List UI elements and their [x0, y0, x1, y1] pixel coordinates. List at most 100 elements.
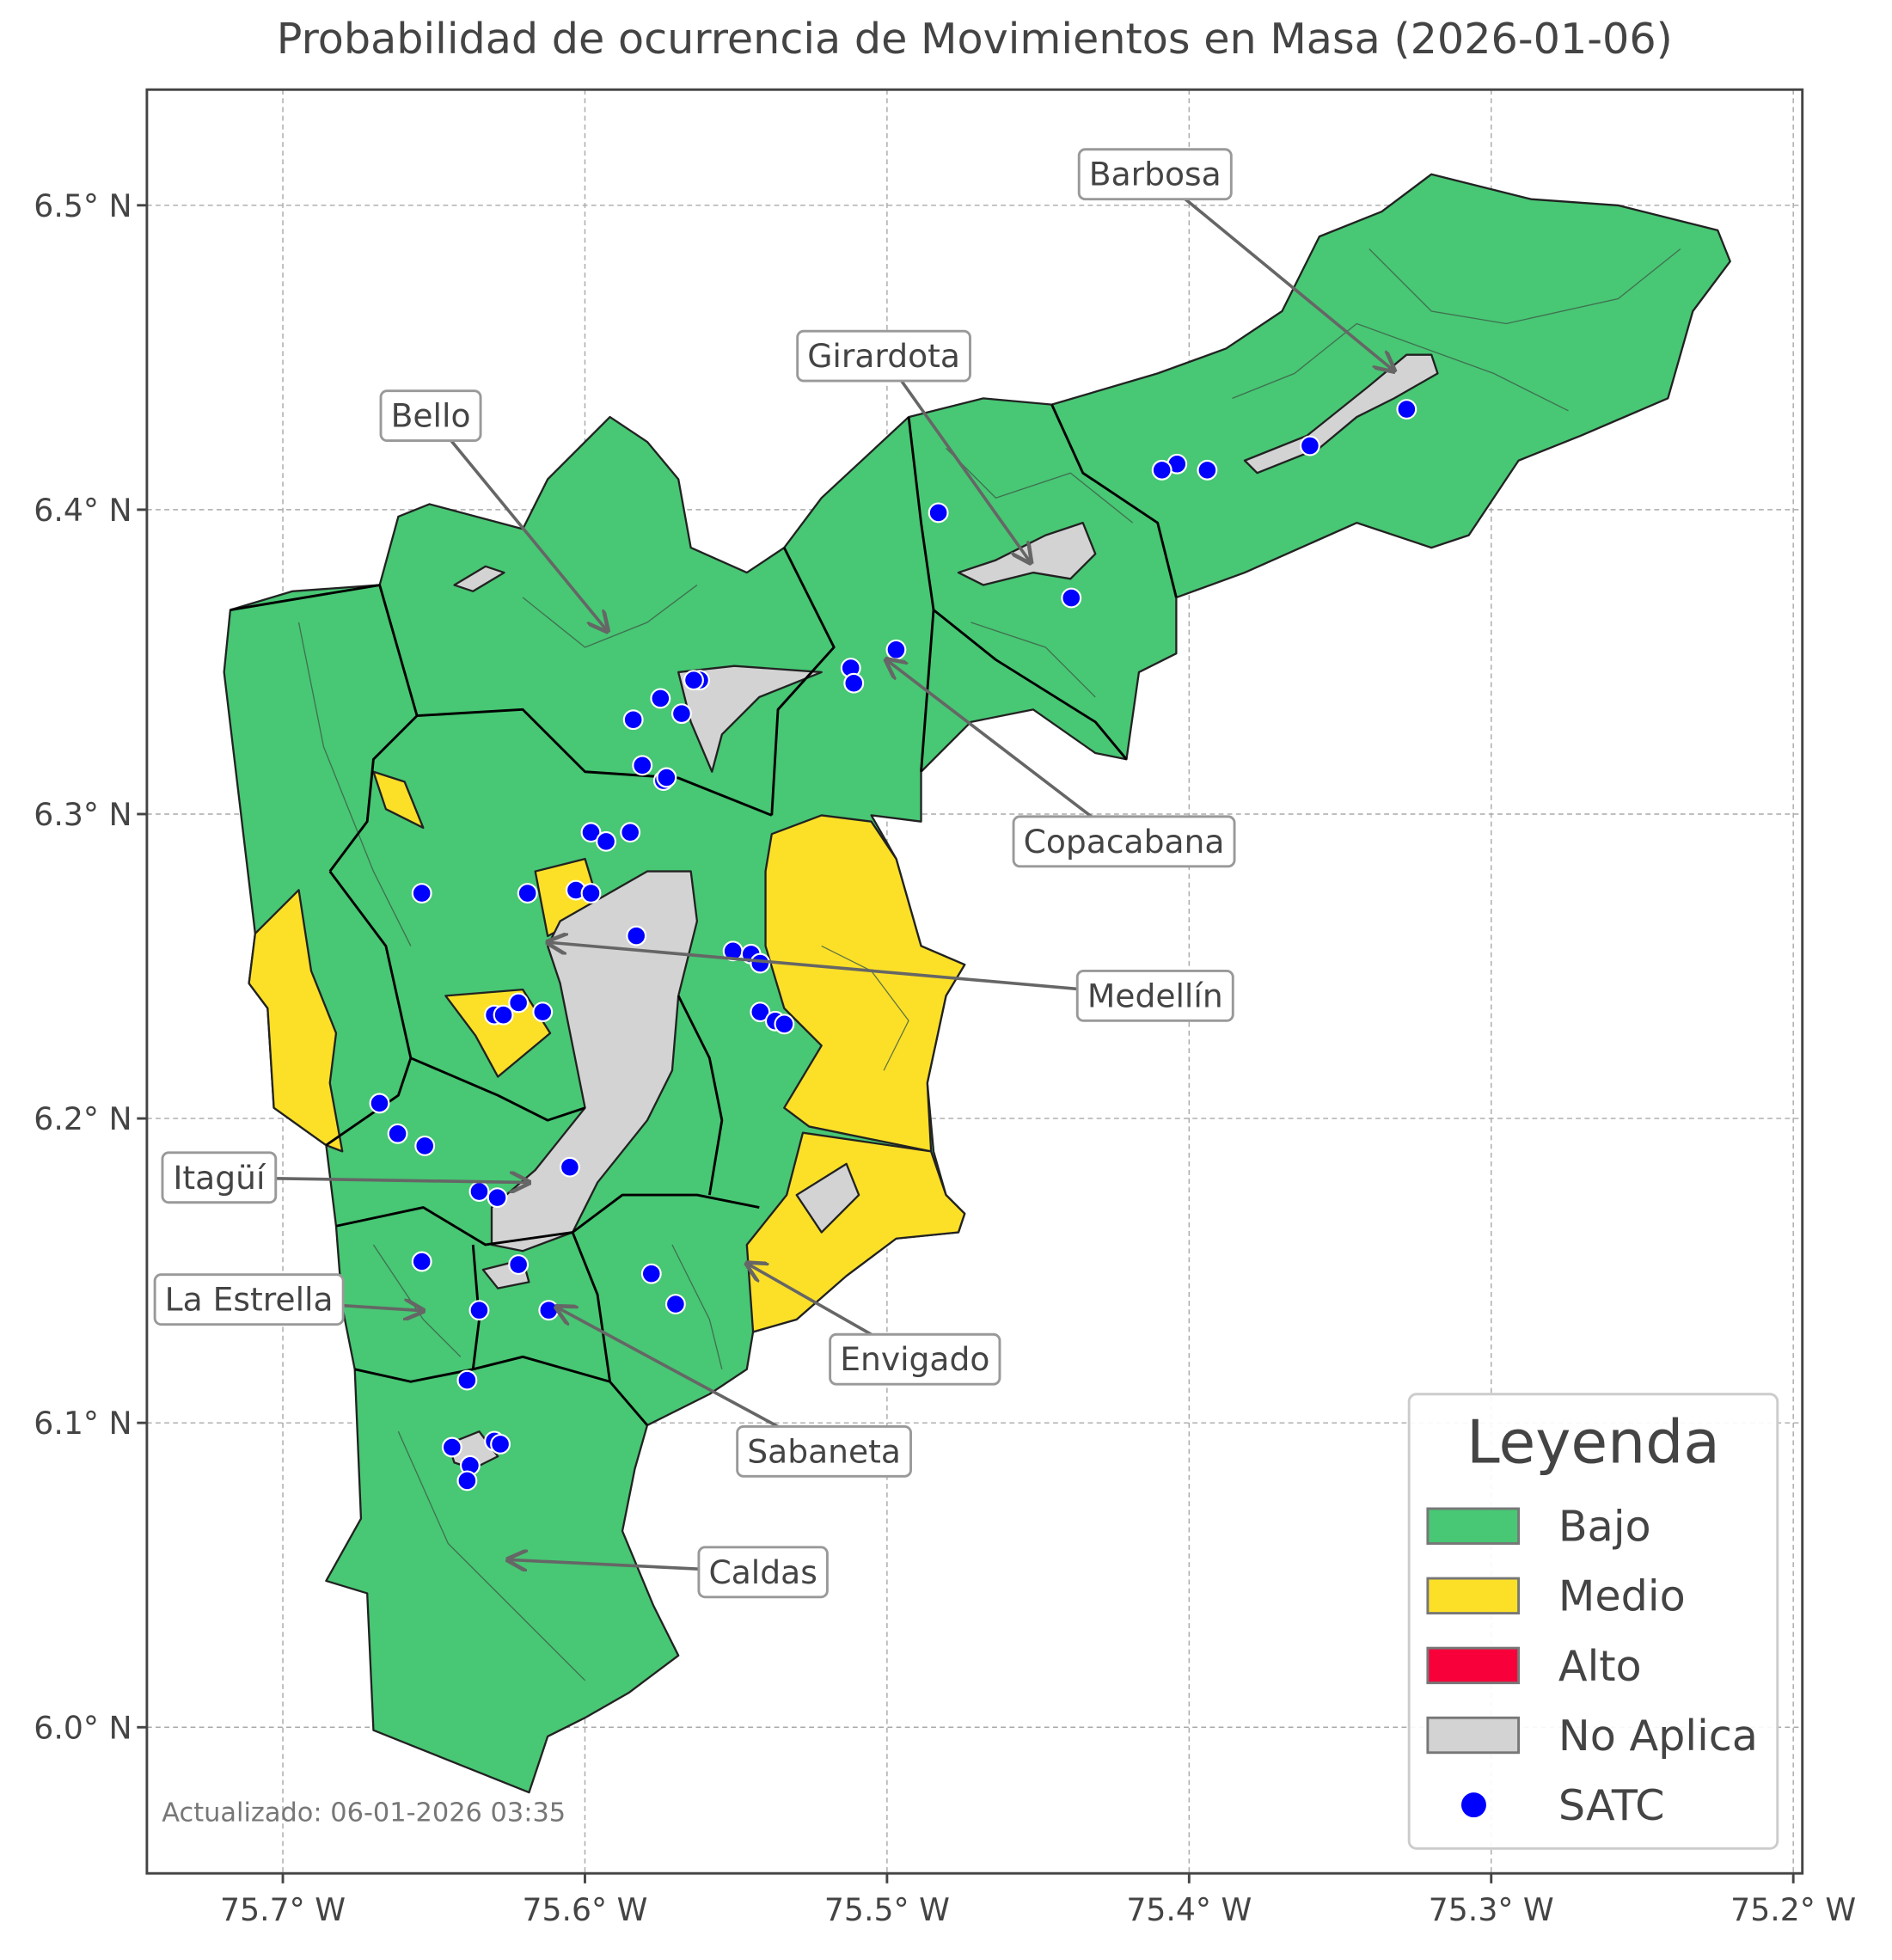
satc-point	[414, 1136, 436, 1156]
municipal-border	[410, 1057, 586, 1122]
satc-point	[538, 1300, 560, 1321]
annotation-arrow	[882, 355, 1031, 562]
satc-point	[843, 672, 865, 694]
satc-point	[664, 1294, 686, 1315]
annotation-box	[161, 1151, 278, 1204]
satc-point	[580, 822, 602, 843]
satc-point	[369, 1093, 390, 1114]
y-tick-label: 6.4° N	[34, 492, 132, 529]
satc-point	[508, 1254, 530, 1275]
subdivision	[970, 622, 1096, 698]
annotation-label: Girardota	[807, 337, 960, 375]
satc-point	[1299, 435, 1320, 456]
x-tick-label: 75.6° W	[522, 1891, 647, 1928]
satc-point	[750, 952, 771, 974]
annotation-label: Sabaneta	[747, 1432, 901, 1470]
satc-point	[468, 1181, 490, 1203]
satc-point	[468, 1300, 490, 1321]
satc-point	[490, 1434, 511, 1455]
subdivision	[297, 622, 412, 946]
map-title: Probabilidad de ocurrencia de Movimiento…	[277, 14, 1673, 64]
satc-point	[650, 688, 671, 709]
satc-point	[580, 883, 602, 903]
annotation-label: Barbosa	[1089, 156, 1222, 193]
satc-point	[487, 1187, 508, 1209]
satc-point	[626, 925, 647, 946]
annotation-label: Medellín	[1087, 977, 1223, 1014]
satc-point	[411, 883, 432, 903]
municipal-border	[677, 995, 724, 1196]
municipal-border	[230, 584, 419, 873]
annotation-label: Bello	[391, 397, 471, 435]
y-tick-label: 6.5° N	[34, 187, 132, 224]
subdivision	[522, 585, 698, 648]
annotation-box	[1012, 815, 1236, 868]
subdivision	[946, 447, 1134, 524]
y-tick-label: 6.0° N	[34, 1709, 132, 1746]
municipal-border	[1050, 403, 1178, 598]
satc-points	[369, 399, 1417, 1491]
annotation-box	[379, 389, 482, 443]
satc-point	[387, 1123, 408, 1144]
annotation-box	[796, 329, 971, 383]
y-tick-label: 6.3° N	[34, 796, 132, 833]
region-medium	[764, 814, 966, 1153]
subdivision	[397, 1430, 586, 1681]
satc-point	[1197, 459, 1218, 481]
legend-swatch	[1426, 1646, 1521, 1685]
region-na	[490, 870, 699, 1253]
satc-point	[774, 1014, 795, 1035]
satc-point	[596, 830, 617, 852]
x-tick-label: 75.2° W	[1730, 1891, 1856, 1928]
y-tick-label: 6.2° N	[34, 1100, 132, 1137]
municipal-border	[770, 547, 836, 816]
legend-label: SATC	[1558, 1780, 1665, 1830]
satc-point	[411, 1251, 432, 1272]
satc-point	[928, 502, 949, 524]
satc-point	[1061, 587, 1082, 609]
legend-swatch	[1426, 1716, 1521, 1755]
annotation-box	[829, 1332, 1001, 1386]
region-medium	[745, 1131, 966, 1333]
region-na	[795, 1162, 860, 1234]
legend-swatch	[1426, 1577, 1521, 1615]
satc-point	[750, 1001, 771, 1023]
annotation-label: Caldas	[708, 1553, 817, 1591]
satc-point	[456, 1369, 478, 1391]
x-tick-label: 75.4° W	[1126, 1891, 1252, 1928]
x-tick-label: 75.7° W	[220, 1891, 346, 1928]
satc-point	[656, 767, 677, 788]
annotation-label: Envigado	[840, 1340, 989, 1378]
annotation-arrow	[429, 414, 608, 632]
legend-label: Alto	[1558, 1641, 1642, 1691]
annotation-label: Itagüí	[173, 1159, 266, 1197]
municipal-border	[354, 1355, 649, 1426]
subdivision	[1368, 248, 1681, 325]
annotations: Barbosa Girardota Bello Copacabana Medellín I…	[153, 148, 1394, 1599]
y-tick-label: 6.1° N	[34, 1405, 132, 1442]
region-medium	[372, 770, 425, 830]
legend-marker	[1460, 1792, 1486, 1818]
annotation-label: Copacabana	[1024, 823, 1225, 861]
annotation-arrow	[886, 659, 1125, 843]
satc-point	[441, 1436, 462, 1458]
region-medium	[248, 889, 344, 1153]
legend-label: No Aplica	[1558, 1711, 1758, 1761]
footer: Actualizado: 06-01-2026 03:35	[162, 1798, 566, 1828]
axes-frame	[145, 88, 1804, 1875]
satc-point	[559, 1156, 580, 1178]
annotation-box	[697, 1546, 829, 1599]
satc-point	[493, 1004, 514, 1026]
annotation-arrow	[548, 942, 1155, 998]
satc-point	[456, 1470, 478, 1491]
municipal-border	[417, 707, 773, 817]
annotation-box	[1075, 969, 1234, 1022]
subdivision	[1232, 322, 1569, 412]
annotation-box	[736, 1424, 912, 1478]
region-na	[1243, 353, 1439, 475]
satc-point	[683, 670, 704, 691]
satc-point	[620, 822, 641, 843]
satc-point	[885, 639, 907, 660]
legend-label: Bajo	[1558, 1502, 1651, 1552]
